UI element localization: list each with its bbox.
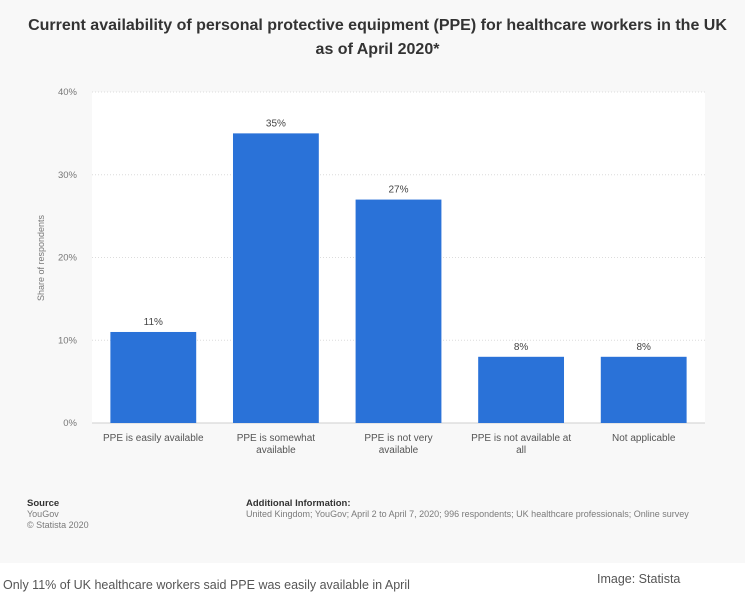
chart-title: Current availability of personal protect…	[28, 17, 727, 58]
image-credit: Image: Statista	[597, 572, 681, 586]
y-tick-label: 30%	[58, 170, 78, 181]
x-tick-labels: PPE is easily available PPE is somewhatav…	[103, 433, 676, 456]
x-tick-label: PPE is not very	[364, 433, 432, 444]
bar	[232, 133, 319, 423]
additional-info-text: United Kingdom; YouGov; April 2 to April…	[246, 509, 689, 519]
source-heading: Source	[27, 498, 60, 509]
y-tick-label: 10%	[58, 335, 78, 346]
bar-value-label: 8%	[636, 342, 651, 353]
bar	[600, 356, 687, 423]
x-tick-label: all	[516, 445, 526, 456]
bar-chart: 0% 10% 20% 30% 40% 11% 35% 27% 8% 8% PPE is easi…	[36, 87, 705, 456]
bar-value-label: 27%	[388, 185, 408, 196]
bar-value-label: 8%	[514, 342, 529, 353]
copyright-line: © Statista 2020	[27, 520, 89, 530]
y-tick-labels: 0% 10% 20% 30% 40%	[58, 87, 78, 429]
image-caption: Only 11% of UK healthcare workers said P…	[3, 578, 410, 592]
y-tick-label: 20%	[58, 253, 78, 264]
x-tick-label: available	[379, 445, 419, 456]
bars	[110, 133, 687, 423]
value-labels: 11% 35% 27% 8% 8%	[144, 118, 651, 352]
additional-info-block: Additional Information: United Kingdom; …	[246, 498, 689, 520]
bar	[110, 331, 197, 423]
x-tick-label: PPE is somewhat	[237, 433, 316, 444]
x-tick-label: PPE is not available at	[471, 433, 571, 444]
x-tick-label: Not applicable	[612, 433, 676, 444]
bar	[478, 356, 565, 423]
y-tick-label: 40%	[58, 87, 78, 98]
y-tick-label: 0%	[63, 418, 77, 429]
source-line: YouGov	[27, 509, 59, 519]
bar-value-label: 35%	[266, 118, 286, 129]
x-tick-label: PPE is easily available	[103, 433, 204, 444]
x-tick-label: available	[256, 445, 296, 456]
source-block: Source YouGov © Statista 2020	[27, 498, 89, 531]
bar-value-label: 11%	[144, 317, 163, 328]
y-axis-label: Share of respondents	[36, 214, 46, 301]
bar	[355, 199, 442, 423]
additional-info-heading: Additional Information:	[246, 498, 351, 509]
